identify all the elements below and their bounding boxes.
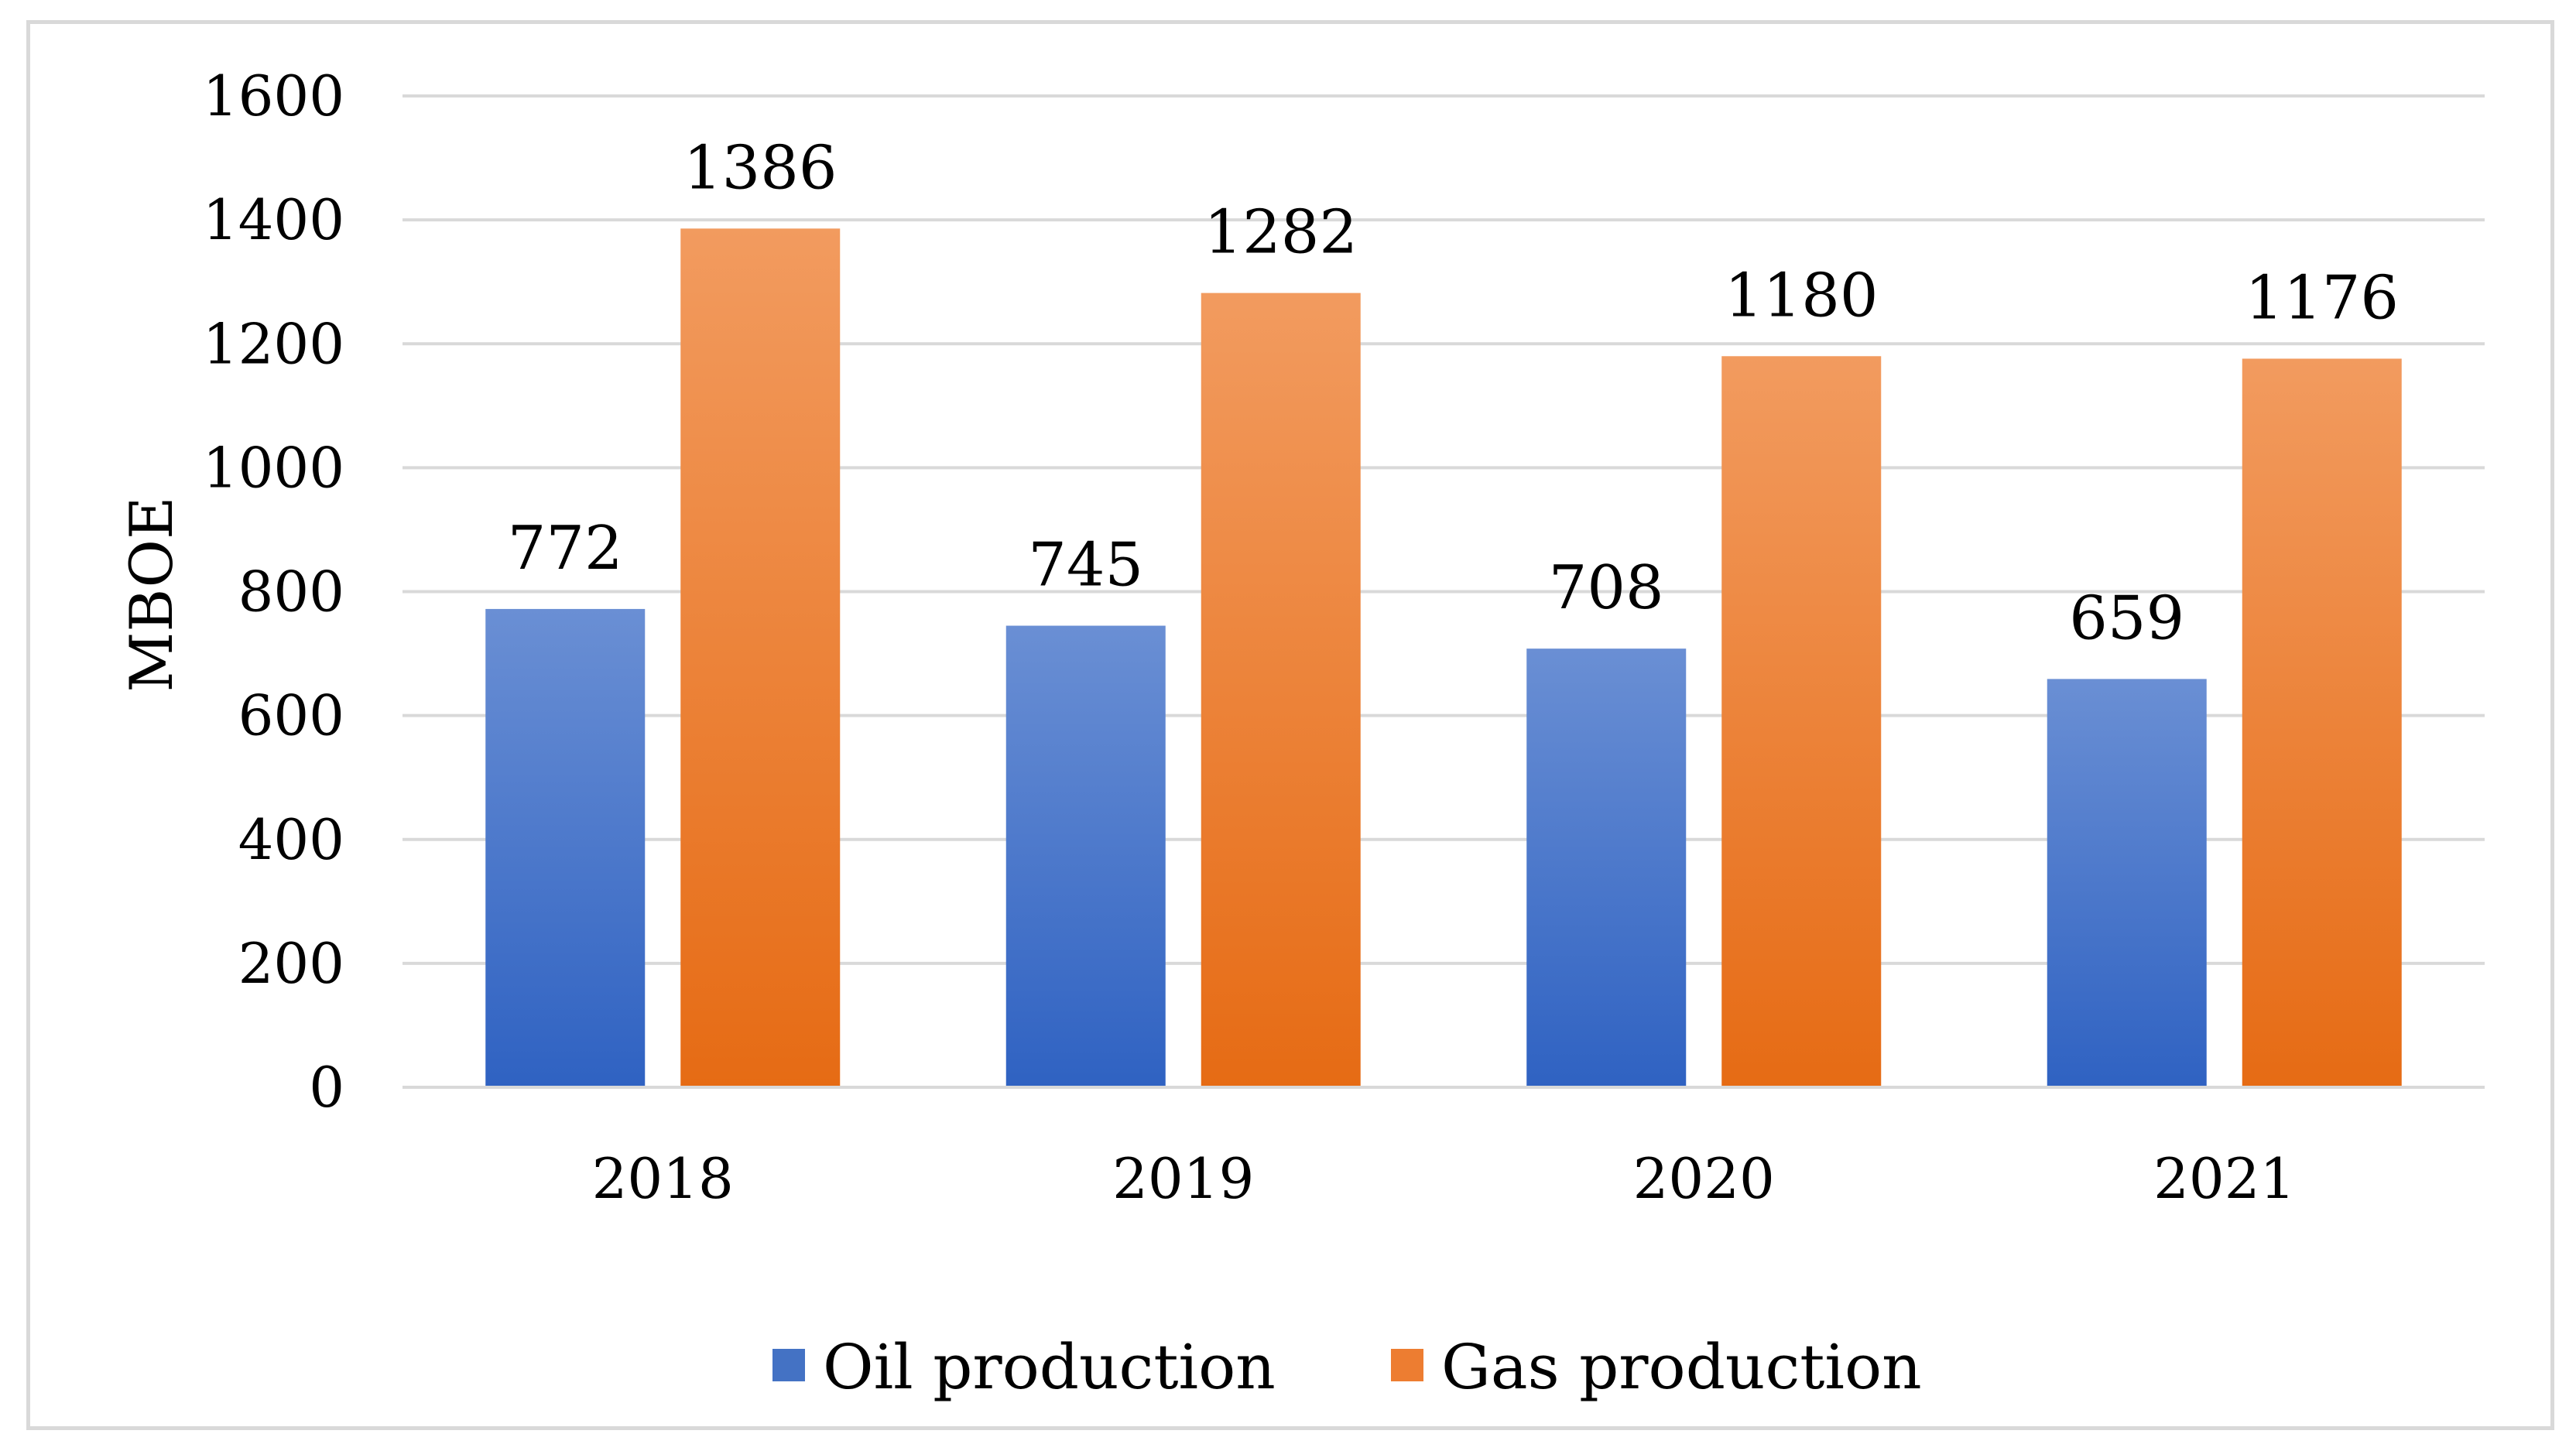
data-label-gas-production-2020: 1180 — [1725, 261, 1879, 330]
data-label-gas-production-2021: 1176 — [2245, 263, 2399, 333]
x-tick-label: 2018 — [592, 1146, 734, 1211]
bars — [485, 228, 2402, 1088]
data-label-oil-production-2020: 708 — [1549, 553, 1664, 623]
y-tick-label: 0 — [309, 1055, 344, 1120]
legend: Oil production Gas production — [772, 1331, 1922, 1403]
y-tick-label: 1200 — [203, 311, 344, 376]
data-label-gas-production-2018: 1386 — [683, 133, 838, 203]
bar-gas-production-2019 — [1201, 293, 1361, 1087]
bar-gas-production-2021 — [2242, 358, 2402, 1088]
y-tick-label: 1600 — [203, 63, 344, 128]
data-labels: 772 1386 745 1282 708 1180 659 1176 — [508, 133, 2399, 653]
y-tick-label: 1000 — [203, 435, 344, 500]
legend-swatch-gas-production — [1391, 1349, 1423, 1381]
bar-gas-production-2020 — [1721, 356, 1882, 1087]
y-axis-title: MBOE — [117, 497, 186, 693]
bar-oil-production-2019 — [1005, 625, 1166, 1087]
legend-label-oil-production: Oil production — [823, 1331, 1276, 1403]
axes: 0 200 400 600 800 1000 1200 1400 1600 2018 2019 202… — [203, 63, 2485, 1211]
x-tick-label: 2020 — [1633, 1146, 1775, 1211]
x-tick-label: 2021 — [2153, 1146, 2295, 1211]
legend-label-gas-production: Gas production — [1441, 1331, 1922, 1403]
legend-swatch-oil-production — [772, 1349, 805, 1381]
y-tick-label: 800 — [238, 560, 344, 625]
y-tick-label: 200 — [238, 931, 344, 996]
bar-oil-production-2020 — [1526, 649, 1687, 1087]
x-tick-label: 2019 — [1112, 1146, 1254, 1211]
data-label-oil-production-2019: 745 — [1028, 531, 1143, 601]
y-tick-label: 600 — [238, 683, 344, 748]
data-label-oil-production-2021: 659 — [2069, 583, 2184, 653]
y-tick-label: 400 — [238, 807, 344, 872]
bar-oil-production-2021 — [2047, 679, 2207, 1087]
y-tick-label: 1400 — [203, 187, 344, 252]
data-label-gas-production-2019: 1282 — [1204, 198, 1358, 268]
bar-gas-production-2018 — [680, 228, 841, 1087]
bar-oil-production-2018 — [485, 608, 646, 1087]
data-label-oil-production-2018: 772 — [508, 514, 623, 583]
